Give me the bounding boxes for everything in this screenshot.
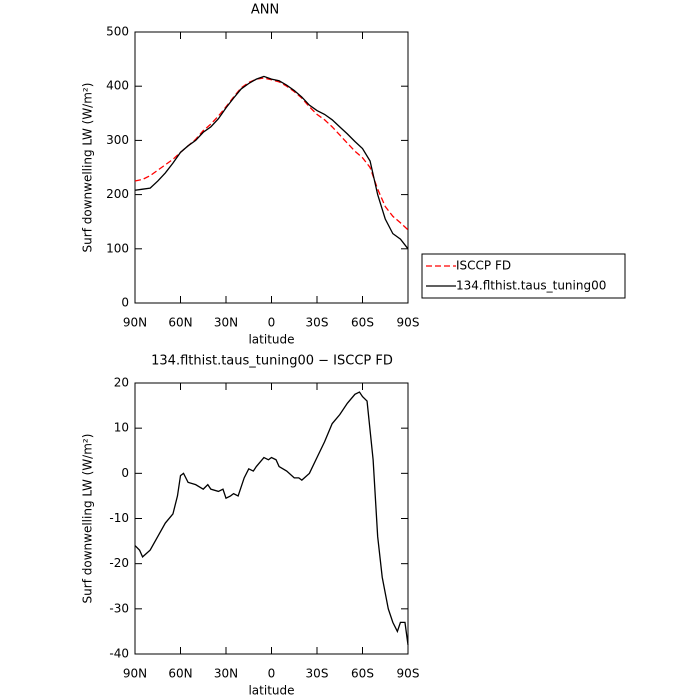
y-tick-label: 20 — [114, 376, 129, 390]
x-tick-label: 0 — [268, 667, 276, 681]
chart-title: 134.flthist.taus_tuning00 − ISCCP FD — [151, 354, 393, 369]
legend-label: ISCCP FD — [456, 259, 511, 273]
x-axis-label: latitude — [248, 333, 294, 347]
x-tick-label: 60S — [351, 316, 374, 330]
x-tick-label: 0 — [268, 316, 276, 330]
y-tick-label: -10 — [109, 511, 129, 525]
plot-frame — [134, 31, 409, 304]
x-tick-label: 60N — [168, 667, 192, 681]
x-tick-label: 60N — [168, 316, 192, 330]
data-line — [134, 391, 409, 646]
x-tick-label: 30N — [214, 316, 238, 330]
chart-title: ANN — [251, 3, 279, 18]
y-tick-label: 500 — [106, 25, 129, 39]
plot-frame — [134, 382, 409, 655]
y-tick-label: -20 — [109, 556, 129, 570]
legend-label: 134.flthist.taus_tuning00 — [456, 279, 606, 293]
x-tick-label: 30S — [306, 667, 329, 681]
y-tick-label: -40 — [109, 647, 129, 661]
y-tick-label: 100 — [106, 241, 129, 255]
y-tick-label: 200 — [106, 187, 129, 201]
x-tick-label: 30N — [214, 667, 238, 681]
y-axis-label: Surf downwelling LW (W/m²) — [81, 83, 95, 253]
y-tick-label: 10 — [114, 421, 129, 435]
y-tick-label: 0 — [121, 466, 129, 480]
x-tick-label: 90S — [397, 667, 420, 681]
x-tick-label: 60S — [351, 667, 374, 681]
y-tick-label: 0 — [121, 296, 129, 310]
data-line — [134, 75, 409, 250]
y-tick-label: -30 — [109, 601, 129, 615]
y-tick-label: 400 — [106, 79, 129, 93]
y-tick-label: 300 — [106, 133, 129, 147]
y-axis-label: Surf downwelling LW (W/m²) — [81, 434, 95, 604]
legend-box — [421, 253, 626, 299]
x-tick-label: 30S — [306, 316, 329, 330]
x-tick-label: 90N — [123, 667, 147, 681]
x-tick-label: 90S — [397, 316, 420, 330]
x-tick-label: 90N — [123, 316, 147, 330]
x-axis-label: latitude — [248, 684, 294, 698]
data-line — [134, 77, 409, 231]
